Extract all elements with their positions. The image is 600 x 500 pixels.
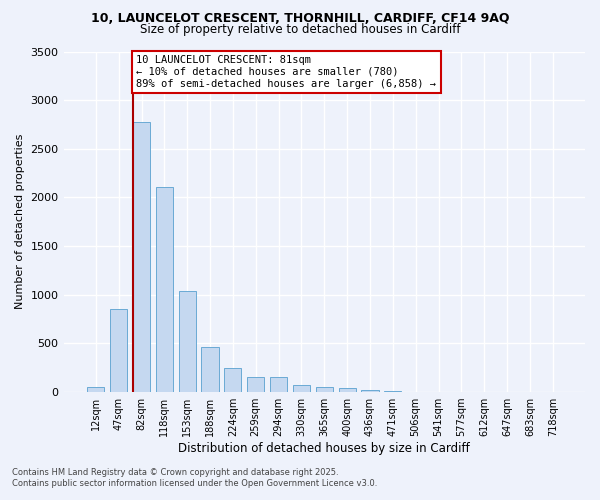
Bar: [316, 386, 333, 392]
Text: 10, LAUNCELOT CRESCENT, THORNHILL, CARDIFF, CF14 9AQ: 10, LAUNCELOT CRESCENT, THORNHILL, CARDI…: [91, 12, 509, 26]
Bar: [202, 348, 218, 392]
Bar: [361, 390, 379, 392]
Bar: [384, 391, 401, 392]
Bar: [270, 376, 287, 392]
Bar: [247, 376, 265, 392]
Bar: [133, 122, 150, 392]
Text: Size of property relative to detached houses in Cardiff: Size of property relative to detached ho…: [140, 22, 460, 36]
Bar: [156, 187, 173, 392]
Bar: [179, 291, 196, 392]
Bar: [293, 385, 310, 392]
Text: 10 LAUNCELOT CRESCENT: 81sqm
← 10% of detached houses are smaller (780)
89% of s: 10 LAUNCELOT CRESCENT: 81sqm ← 10% of de…: [136, 56, 436, 88]
X-axis label: Distribution of detached houses by size in Cardiff: Distribution of detached houses by size …: [178, 442, 470, 455]
Text: Contains HM Land Registry data © Crown copyright and database right 2025.
Contai: Contains HM Land Registry data © Crown c…: [12, 468, 377, 487]
Bar: [110, 310, 127, 392]
Bar: [338, 388, 356, 392]
Y-axis label: Number of detached properties: Number of detached properties: [15, 134, 25, 310]
Bar: [87, 386, 104, 392]
Bar: [224, 368, 241, 392]
